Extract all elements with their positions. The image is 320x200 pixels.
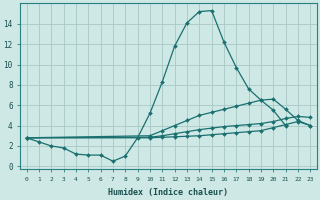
X-axis label: Humidex (Indice chaleur): Humidex (Indice chaleur) bbox=[108, 188, 228, 197]
